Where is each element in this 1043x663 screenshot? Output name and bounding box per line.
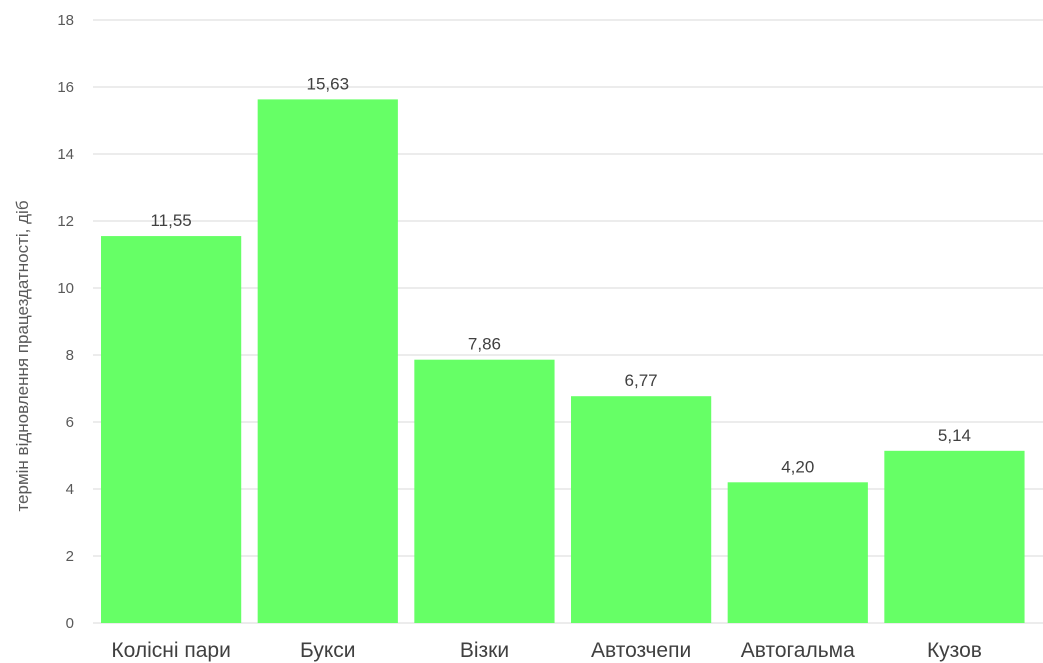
y-axis-title: термін відновлення працездатності, діб (13, 200, 32, 511)
y-tick-label: 6 (66, 414, 74, 431)
data-label: 4,20 (781, 457, 814, 476)
bars (101, 99, 1025, 623)
y-axis-ticks: 0 2 4 6 8 10 12 14 16 18 (57, 12, 74, 632)
x-axis-categories: Колісні пари Букси Візки Автозчепи Автогальм… (111, 639, 982, 662)
x-category-label: Автозчепи (591, 639, 691, 662)
bar (727, 482, 868, 623)
gridlines (93, 19, 1043, 624)
x-category-label: Автогальма (741, 639, 855, 662)
data-labels: 11,55 15,63 7,86 6,77 4,20 5,14 (150, 74, 971, 476)
y-tick-label: 14 (57, 146, 74, 163)
y-tick-label: 8 (66, 347, 74, 364)
data-label: 15,63 (307, 74, 350, 93)
x-category-label: Букси (300, 639, 355, 662)
y-tick-label: 0 (66, 615, 74, 632)
data-label: 7,86 (468, 335, 501, 354)
y-tick-label: 4 (66, 481, 74, 498)
y-tick-label: 18 (57, 12, 74, 29)
data-label: 5,14 (938, 426, 971, 445)
y-tick-label: 16 (57, 79, 74, 96)
x-category-label: Візки (460, 639, 509, 662)
data-label: 6,77 (625, 371, 658, 390)
y-tick-label: 12 (57, 213, 74, 230)
y-tick-label: 2 (66, 548, 74, 565)
bar (414, 359, 555, 623)
bar (884, 450, 1025, 623)
bar (571, 396, 712, 623)
y-tick-label: 10 (57, 280, 74, 297)
x-category-label: Колісні пари (111, 639, 230, 662)
data-label: 11,55 (150, 211, 191, 230)
bar (257, 99, 398, 623)
bar (101, 236, 242, 623)
x-category-label: Кузов (927, 639, 982, 662)
